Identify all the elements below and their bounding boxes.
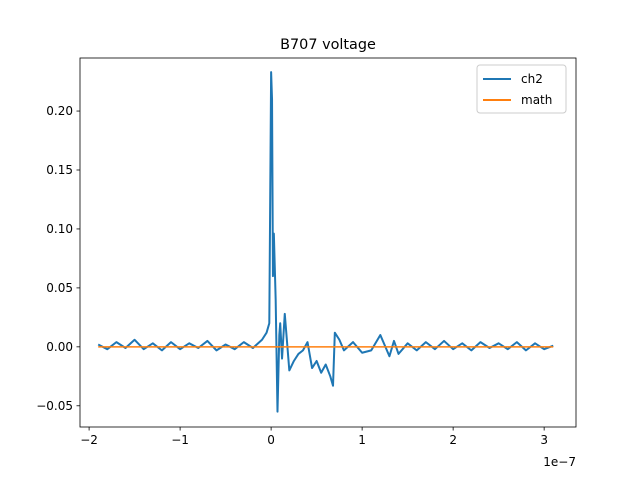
x-tick-label: 1	[358, 433, 366, 447]
y-tick-label: 0.00	[46, 340, 73, 354]
legend: ch2 math	[476, 64, 567, 114]
x-tick-label: −2	[80, 433, 98, 447]
y-tick-label: 0.10	[46, 222, 73, 236]
x-tick-label: 2	[449, 433, 457, 447]
y-tick-label: −0.05	[36, 399, 73, 413]
y-axis: −0.05 0.00 0.05 0.10 0.15 0.20	[36, 104, 80, 413]
legend-label-math: math	[521, 93, 552, 107]
x-axis: −2 −1 0 1 2 3	[80, 427, 548, 447]
y-tick-label: 0.05	[46, 281, 73, 295]
chart-title: B707 voltage	[280, 37, 376, 53]
x-tick-label: 0	[267, 433, 275, 447]
y-tick-label: 0.15	[46, 163, 73, 177]
axes-frame	[79, 57, 577, 428]
y-tick-label: 0.20	[46, 104, 73, 118]
plot-area	[79, 57, 577, 428]
series-line-ch2	[97, 71, 554, 413]
legend-label-ch2: ch2	[521, 72, 543, 86]
x-offset-label: 1e−7	[543, 455, 576, 469]
x-tick-label: 3	[540, 433, 548, 447]
x-tick-label: −1	[171, 433, 189, 447]
